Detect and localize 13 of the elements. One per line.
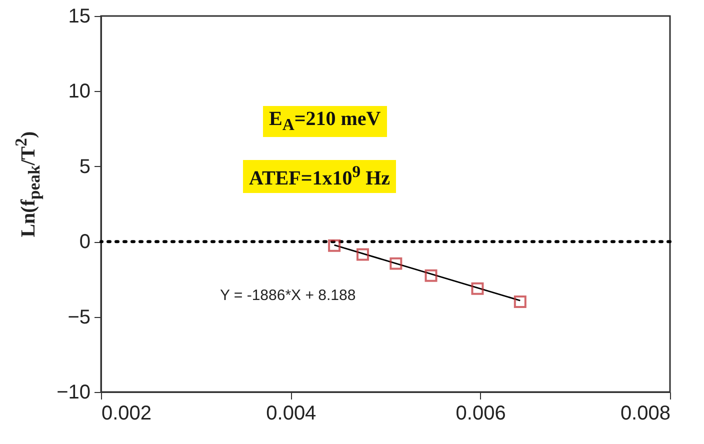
y-tick-label: −10	[56, 382, 90, 404]
y-tick-label: 10	[68, 80, 90, 103]
y-tick-label: 0	[79, 231, 90, 254]
x-tick-label: 0.006	[456, 402, 506, 424]
annotation: Y = -1886*X + 8.188	[220, 287, 356, 304]
x-tick-label: 0.002	[102, 402, 152, 424]
y-tick-label: −5	[68, 306, 90, 328]
annotation: E$_{A}$=210 meV	[263, 106, 387, 137]
y-tick-label: 15	[68, 6, 90, 28]
annotation: ATEF=1x10$^{9}$ Hz	[243, 160, 396, 193]
x-tick-label: 0.004	[266, 402, 316, 424]
y-tick-label: 5	[79, 156, 90, 178]
x-tick-label: 0.008	[620, 402, 670, 424]
